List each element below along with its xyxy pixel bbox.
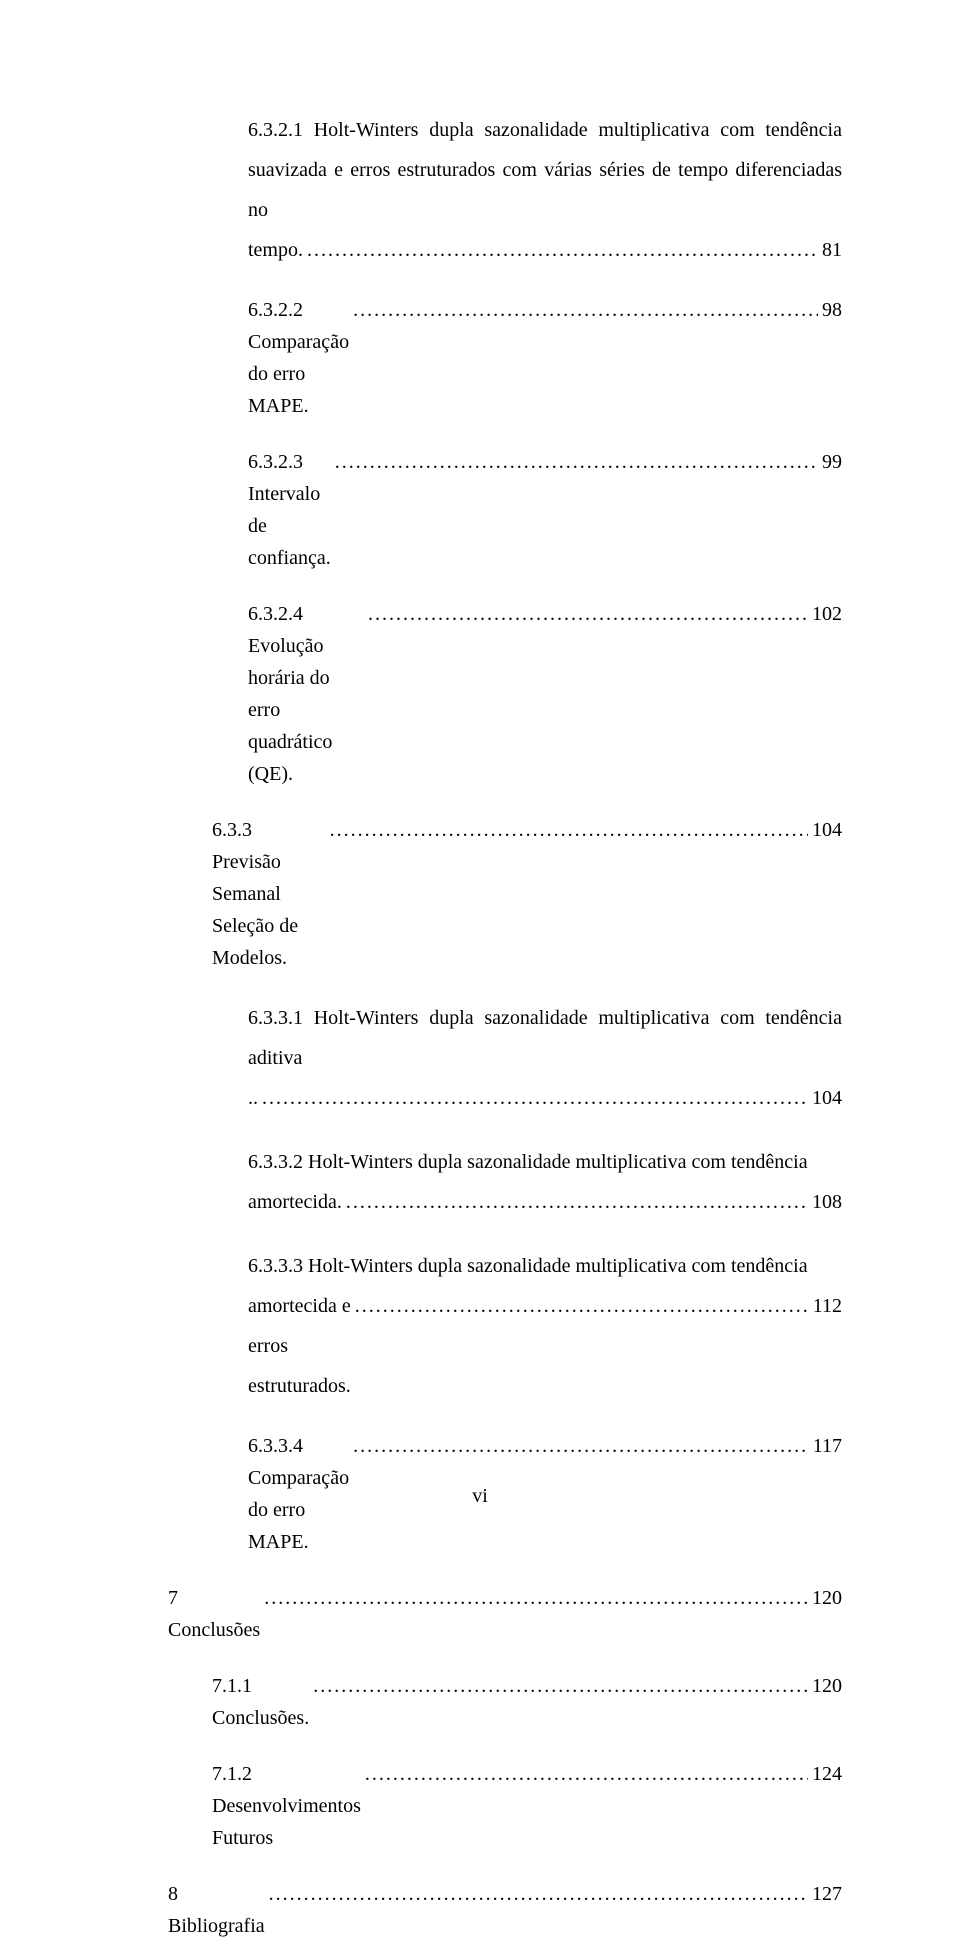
toc-entry: 8 Bibliografia..........................…: [168, 1878, 842, 1942]
toc-leader: ........................................…: [349, 1430, 809, 1462]
toc-leader: ........................................…: [303, 230, 818, 270]
toc-entry: 6.3.3.2 Holt-Winters dupla sazonalidade …: [168, 1142, 842, 1222]
toc-title: 8 Bibliografia: [168, 1878, 265, 1942]
toc-title: 7.1.2 Desenvolvimentos Futuros: [212, 1758, 361, 1854]
toc-entry: 7.1.2 Desenvolvimentos Futuros..........…: [168, 1758, 842, 1854]
toc-entry: 7.1.1 Conclusões........................…: [168, 1670, 842, 1734]
toc-title-last-line: ........................................…: [248, 1078, 842, 1118]
toc-title: 6.3.3 Previsão Semanal Seleção de Modelo…: [212, 814, 326, 974]
toc-title-last-line: tempo...................................…: [248, 230, 842, 270]
toc-entry: 6.3.2.4 Evolução horária do erro quadrát…: [168, 598, 842, 790]
toc-title: 6.3.2.3 Intervalo de confiança.: [248, 446, 331, 574]
toc-title: 7.1.1 Conclusões.: [212, 1670, 309, 1734]
toc-title: amortecida.: [248, 1182, 342, 1222]
toc-title-last-line: amortecida..............................…: [248, 1182, 842, 1222]
toc-page: 108: [808, 1182, 842, 1222]
toc-leader: ........................................…: [351, 1286, 809, 1326]
toc-page: 112: [809, 1286, 842, 1326]
toc-page: 102: [808, 598, 842, 630]
toc-leader: ........................................…: [364, 598, 808, 630]
toc-title-lead: 6.3.3.1 Holt-Winters dupla sazonalidade …: [248, 998, 842, 1078]
toc-title: 6.3.2.4 Evolução horária do erro quadrát…: [248, 598, 364, 790]
toc-leader: ........................................…: [331, 446, 818, 478]
toc-title: ..: [248, 1078, 258, 1118]
toc-entry: 6.3.3.1 Holt-Winters dupla sazonalidade …: [168, 998, 842, 1118]
toc-page: 117: [809, 1430, 842, 1462]
toc-page: 98: [818, 294, 842, 326]
toc-leader: ........................................…: [326, 814, 808, 846]
toc-entry: 7 Conclusões............................…: [168, 1582, 842, 1646]
toc-page: 104: [808, 814, 842, 846]
toc-leader: ........................................…: [342, 1182, 808, 1222]
toc-title: amortecida e erros estruturados.: [248, 1286, 351, 1406]
toc-entry: 6.3.2.3 Intervalo de confiança..........…: [168, 446, 842, 574]
toc-page: 99: [818, 446, 842, 478]
toc-page: 127: [808, 1878, 842, 1910]
toc-title-lead: 6.3.3.3 Holt-Winters dupla sazonalidade …: [248, 1246, 842, 1286]
toc-page: 120: [808, 1582, 842, 1614]
toc-page: 124: [808, 1758, 842, 1790]
toc-entry: 6.3.3.3 Holt-Winters dupla sazonalidade …: [168, 1246, 842, 1406]
toc-entry: 6.3.2.2 Comparação do erro MAPE.........…: [168, 294, 842, 422]
toc-page: 104: [808, 1078, 842, 1118]
table-of-contents: 6.3.2.1 Holt-Winters dupla sazonalidade …: [168, 110, 842, 1942]
toc-entry: 6.3.2.1 Holt-Winters dupla sazonalidade …: [168, 110, 842, 270]
toc-leader: ........................................…: [349, 294, 818, 326]
toc-title-lead: 6.3.2.1 Holt-Winters dupla sazonalidade …: [248, 110, 842, 230]
toc-leader: ........................................…: [260, 1582, 808, 1614]
toc-leader: ........................................…: [265, 1878, 808, 1910]
toc-page: 120: [808, 1670, 842, 1702]
toc-page: 81: [818, 230, 842, 270]
toc-title-last-line: amortecida e erros estruturados.........…: [248, 1286, 842, 1406]
toc-leader: ........................................…: [309, 1670, 808, 1702]
toc-title-lead: 6.3.3.2 Holt-Winters dupla sazonalidade …: [248, 1142, 842, 1182]
toc-entry: 6.3.3 Previsão Semanal Seleção de Modelo…: [168, 814, 842, 974]
toc-leader: ........................................…: [258, 1078, 808, 1118]
toc-title: tempo.: [248, 230, 303, 270]
toc-title: 6.3.2.2 Comparação do erro MAPE.: [248, 294, 349, 422]
toc-leader: ........................................…: [361, 1758, 808, 1790]
toc-title: 7 Conclusões: [168, 1582, 260, 1646]
page-number-footer: vi: [0, 1485, 960, 1508]
